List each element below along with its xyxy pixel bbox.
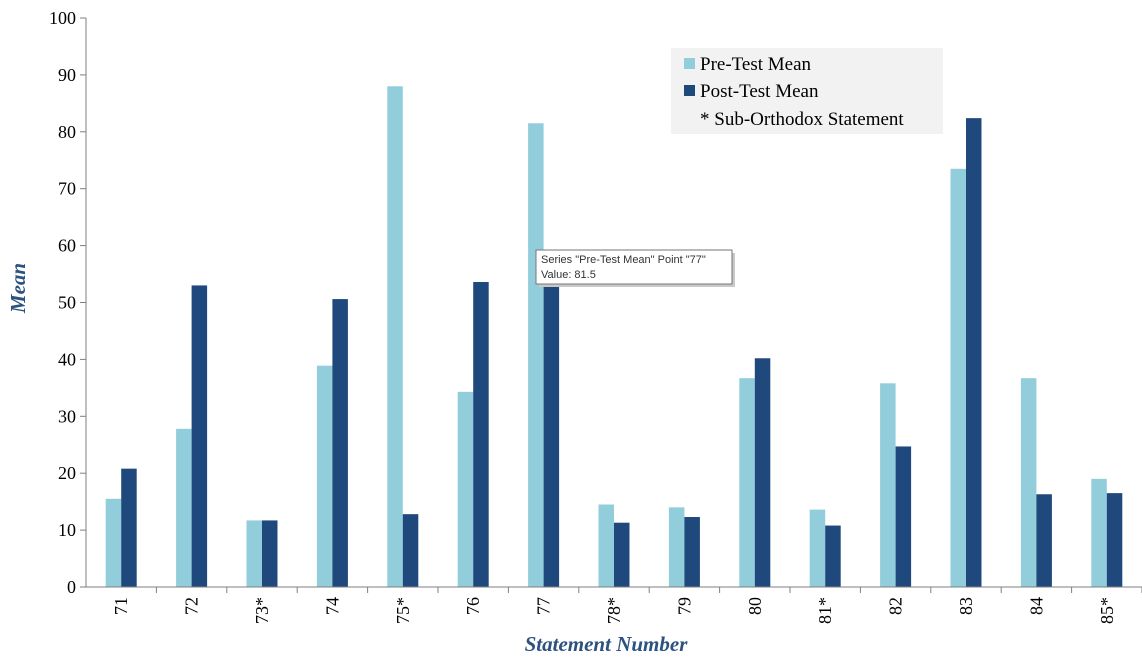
tooltip-line-2: Value: 81.5 <box>541 269 596 281</box>
x-tick-label: 81* <box>815 597 835 624</box>
bar-post-test-85-star[interactable] <box>1106 493 1123 587</box>
bar-pre-test-85-star[interactable] <box>1091 478 1107 587</box>
x-tick-label: 76 <box>463 597 483 615</box>
bar-pre-test-71[interactable] <box>105 498 122 587</box>
y-tick-label: 70 <box>58 179 76 199</box>
x-tick-label: 80 <box>745 597 765 615</box>
y-tick-label: 50 <box>58 293 76 313</box>
y-axis-ticks: 0 10 20 30 40 50 60 70 80 90 100 <box>49 8 86 597</box>
legend-note: * Sub-Orthodox Statement <box>700 109 904 130</box>
legend-box <box>671 48 943 134</box>
x-tick-label: 72 <box>182 597 202 615</box>
y-tick-label: 20 <box>58 463 76 483</box>
x-tick-label: 83 <box>956 597 976 615</box>
bar-post-test-73-star[interactable] <box>262 520 278 587</box>
x-tick-label: 79 <box>674 597 694 615</box>
x-tick-label: 74 <box>322 597 342 615</box>
bar-post-test-83[interactable] <box>966 118 982 588</box>
x-axis-title: Statement Number <box>525 632 689 656</box>
bar-pre-test-74[interactable] <box>316 365 333 587</box>
y-tick-label: 90 <box>58 65 76 85</box>
legend-swatch-post <box>684 85 695 96</box>
x-tick-label: 78* <box>604 597 624 624</box>
legend-label-post: Post-Test Mean <box>700 81 819 102</box>
bar-pre-test-73-star[interactable] <box>246 520 263 587</box>
bar-pre-test-84[interactable] <box>1020 378 1037 587</box>
bar-post-test-80[interactable] <box>754 358 771 587</box>
bar-post-test-74[interactable] <box>332 299 348 587</box>
y-axis-title: Mean <box>6 263 30 314</box>
tooltip-line-1: Series "Pre-Test Mean" Point "77" <box>541 254 706 266</box>
bar-post-test-75-star[interactable] <box>402 514 419 587</box>
bar-pre-test-83[interactable] <box>950 168 967 587</box>
y-tick-label: 80 <box>58 122 76 142</box>
x-tick-label: 85* <box>1097 597 1117 624</box>
x-axis-ticks: 71 72 73* 74 75* 76 77 78* 79 80 81* 82 83 84 85* <box>111 587 1142 624</box>
legend: Pre-Test Mean Post-Test Mean * Sub-Ortho… <box>671 48 943 134</box>
bar-post-test-77[interactable] <box>543 282 560 587</box>
y-tick-label: 0 <box>67 577 76 597</box>
bar-post-test-72[interactable] <box>191 285 208 587</box>
bar-post-test-84[interactable] <box>1036 494 1052 587</box>
bar-pre-test-78-star[interactable] <box>598 504 615 587</box>
y-tick-label: 60 <box>58 236 76 256</box>
bar-pre-test-76[interactable] <box>457 391 474 587</box>
bar-pre-test-81-star[interactable] <box>809 509 826 587</box>
y-tick-label: 100 <box>49 8 76 28</box>
y-tick-label: 40 <box>58 349 76 369</box>
bar-post-test-79[interactable] <box>684 517 700 587</box>
tooltip-box <box>535 249 733 285</box>
bar-post-test-78-star[interactable] <box>614 522 630 587</box>
y-tick-label: 30 <box>58 406 76 426</box>
bar-pre-test-75-star[interactable] <box>387 86 403 587</box>
x-tick-label: 84 <box>1026 597 1046 615</box>
bar-pre-test-72[interactable] <box>176 428 192 587</box>
bar-pre-test-77[interactable] <box>528 123 544 587</box>
legend-label-pre: Pre-Test Mean <box>700 54 812 75</box>
x-tick-label: 73* <box>252 597 272 624</box>
x-tick-label: 82 <box>886 597 906 615</box>
x-tick-label: 77 <box>534 597 554 615</box>
bar-post-test-76[interactable] <box>473 282 489 587</box>
bar-post-test-71[interactable] <box>121 468 137 587</box>
tooltip: Series "Pre-Test Mean" Point "77" Value:… <box>535 249 735 287</box>
bar-pre-test-79[interactable] <box>668 507 685 587</box>
bars[interactable] <box>105 86 1123 588</box>
legend-swatch-pre <box>684 58 695 69</box>
bar-pre-test-82[interactable] <box>880 383 896 587</box>
x-tick-label: 71 <box>111 597 131 615</box>
bar-post-test-81-star[interactable] <box>825 525 841 587</box>
y-tick-label: 10 <box>58 520 76 540</box>
bar-pre-test-80[interactable] <box>739 378 755 587</box>
x-tick-label: 75* <box>393 597 413 624</box>
bar-post-test-82[interactable] <box>895 446 912 587</box>
